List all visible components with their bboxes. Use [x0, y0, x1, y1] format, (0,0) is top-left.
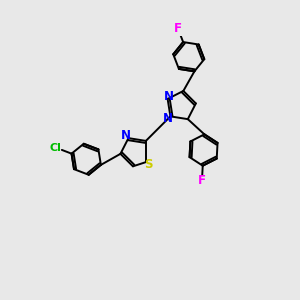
Text: F: F — [174, 22, 182, 35]
Text: Cl: Cl — [50, 142, 62, 153]
Text: N: N — [163, 112, 172, 125]
Text: S: S — [144, 158, 153, 171]
Text: F: F — [198, 173, 206, 187]
Text: N: N — [121, 129, 131, 142]
Text: N: N — [164, 90, 174, 103]
